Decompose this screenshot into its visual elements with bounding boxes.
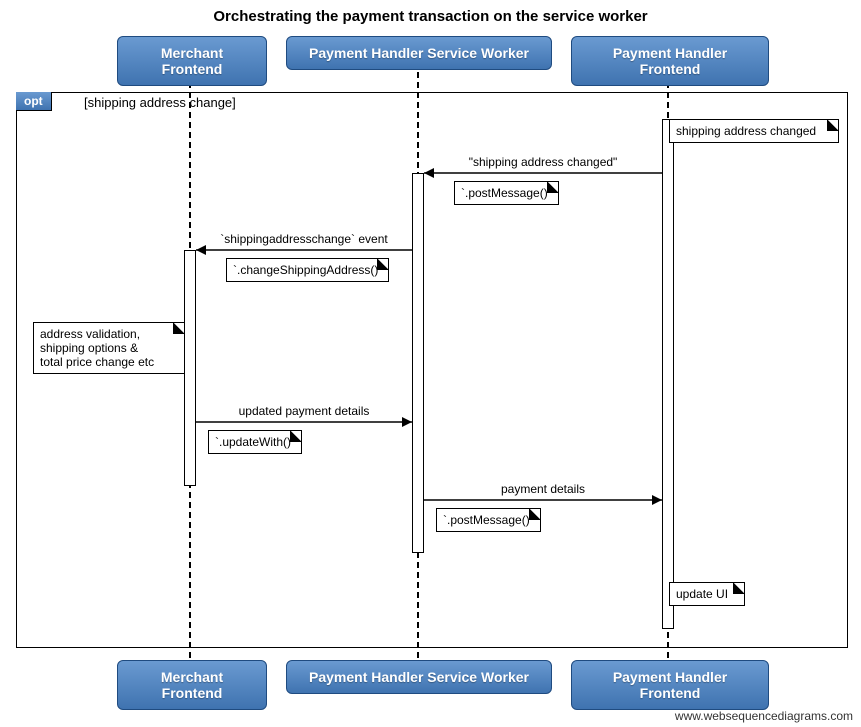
- message-label: `shippingaddresschange` event: [184, 232, 424, 246]
- message-label: payment details: [423, 482, 663, 496]
- opt-frame-label: [shipping address change]: [84, 95, 236, 110]
- participant-merchant-bottom: Merchant Frontend: [117, 660, 267, 710]
- side-note: update UI: [669, 582, 745, 606]
- message-note: `.postMessage()`: [436, 508, 541, 532]
- participant-handler-frontend-bottom: Payment Handler Frontend: [571, 660, 769, 710]
- participant-handler-frontend-top: Payment Handler Frontend: [571, 36, 769, 86]
- watermark: www.websequencediagrams.com: [675, 709, 853, 723]
- activation-bar: [662, 119, 674, 629]
- message-note: `.updateWith()`: [208, 430, 302, 454]
- side-note: shipping address changed: [669, 119, 839, 143]
- participant-service-worker-bottom: Payment Handler Service Worker: [286, 660, 552, 694]
- message-label: "shipping address changed": [423, 155, 663, 169]
- side-note: address validation, shipping options & t…: [33, 322, 185, 374]
- activation-bar: [184, 250, 196, 486]
- participant-service-worker-top: Payment Handler Service Worker: [286, 36, 552, 70]
- activation-bar: [412, 173, 424, 553]
- participant-merchant-top: Merchant Frontend: [117, 36, 267, 86]
- message-note: `.changeShippingAddress()`: [226, 258, 389, 282]
- message-label: updated payment details: [184, 404, 424, 418]
- opt-frame-tab: opt: [16, 92, 52, 111]
- message-arrow: [0, 0, 861, 1]
- message-note: `.postMessage()`: [454, 181, 559, 205]
- diagram-title: Orchestrating the payment transaction on…: [0, 8, 861, 25]
